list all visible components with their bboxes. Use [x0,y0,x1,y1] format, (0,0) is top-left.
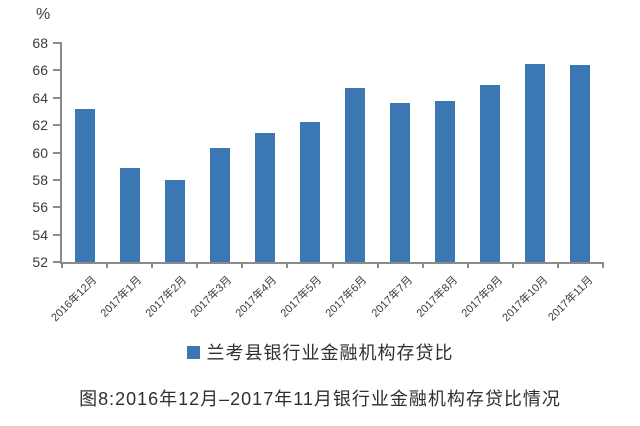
y-tick-label-54: 54 [32,226,48,243]
plot-area: 68 66 64 62 60 58 56 54 52 2016年12月 2017年1月 2017年2月… [32,36,604,324]
y-tick-mark-64 [53,96,62,99]
x-tick-label-2017年3月: 2017年3月 [188,274,235,320]
x-tick-mark-10 [511,262,514,268]
y-tick-mark-68 [53,42,62,44]
x-tick-mark-12 [602,262,604,268]
x-tick-mark-8 [421,262,424,268]
x-tick-label-2017年2月: 2017年2月 [143,274,190,320]
bar-2017年3月 [209,148,230,262]
x-tick-mark-5 [286,262,289,268]
bar-2017年5月 [299,122,320,262]
bar-2017年10月 [525,63,546,262]
bar-2017年2月 [164,179,185,262]
y-tick-label-60: 60 [32,144,48,161]
y-tick-label-64: 64 [32,89,48,106]
x-tick-label-2017年10月: 2017年10月 [499,274,550,325]
x-tick-mark-7 [376,262,379,268]
bar-2017年1月 [119,167,140,262]
x-tick-label-2017年7月: 2017年7月 [369,274,415,320]
y-tick-mark-54 [53,233,62,236]
x-tick-mark-1 [106,262,109,268]
y-tick-label-58: 58 [32,171,48,188]
x-tick-mark-2 [151,262,154,268]
x-tick-mark-0 [61,262,63,268]
y-tick-label-52: 52 [32,254,48,270]
y-tick-label-62: 62 [32,117,48,134]
x-tick-label-2017年8月: 2017年8月 [414,274,460,320]
x-tick-mark-3 [196,262,199,268]
y-tick-mark-66 [53,69,62,72]
y-tick-mark-52 [53,261,62,263]
x-tick-label-2017年5月: 2017年5月 [278,274,325,320]
y-tick-mark-56 [53,206,62,209]
x-tick-mark-9 [466,262,469,268]
y-axis-unit-label: % [36,6,51,23]
x-tick-label-2017年11月: 2017年11月 [545,274,596,324]
y-tick-label-68: 68 [32,35,48,51]
bar-2017年8月 [435,100,456,262]
x-tick-label-2017年4月: 2017年4月 [233,274,280,320]
x-tick-mark-11 [556,262,559,268]
x-tick-mark-4 [241,262,244,268]
x-tick-label-2017年1月: 2017年1月 [98,274,145,320]
legend: 兰考县银行业金融机构存贷比 [0,339,640,365]
x-tick-label-2016年12月: 2016年12月 [49,274,100,325]
bar-2017年11月 [570,64,591,262]
y-tick-mark-58 [53,178,62,181]
bar-2017年7月 [390,103,411,262]
bar-2016年12月 [74,108,95,262]
y-tick-label-56: 56 [32,199,48,216]
bar-2017年6月 [345,88,366,262]
x-tick-mark-6 [331,262,334,268]
bar-2017年4月 [254,133,275,262]
y-tick-mark-60 [53,151,62,154]
legend-swatch [186,345,200,359]
x-tick-label-2017年6月: 2017年6月 [323,274,370,320]
y-tick-mark-62 [53,124,62,127]
y-tick-label-66: 66 [32,62,48,79]
figure-caption: 图8:2016年12月–2017年11月银行业金融机构存贷比情况 [79,389,561,409]
bar-2017年9月 [480,85,501,262]
legend-label: 兰考县银行业金融机构存贷比 [206,343,454,363]
